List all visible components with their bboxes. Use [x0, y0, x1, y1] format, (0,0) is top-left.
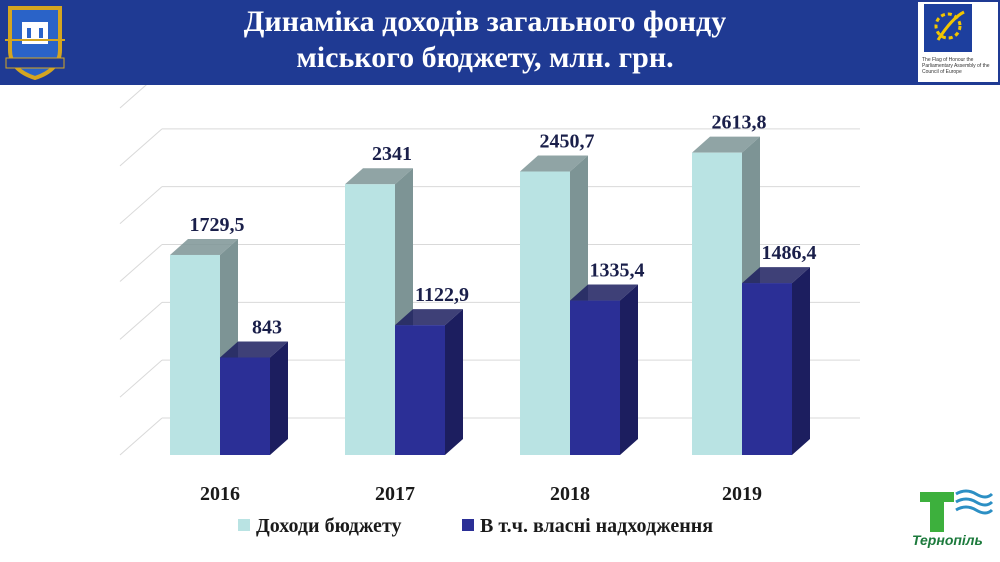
bar-top — [570, 284, 638, 301]
header-bar: Динаміка доходів загального фонду місько… — [0, 0, 1000, 85]
gridline-depth — [119, 244, 163, 282]
bar-top — [170, 238, 238, 255]
bar-top — [220, 341, 288, 358]
council-of-europe-caption: The Flag of Honour the Parliamentary Ass… — [922, 57, 990, 75]
bar-side — [792, 267, 810, 455]
x-tick-label: 2016 — [200, 483, 240, 505]
budget-chart: 1729,5 843 2016 2341 1122,9 2017 2450,7 1335,4 2… — [119, 85, 860, 505]
data-label: 2450,7 — [540, 131, 595, 153]
bar-side — [620, 284, 638, 455]
data-label: 1335,4 — [590, 260, 645, 282]
legend-item-total: Доходи бюджету — [238, 515, 402, 538]
page-title-line-1: Динаміка доходів загального фонду — [243, 5, 727, 38]
data-label: 2613,8 — [712, 112, 767, 134]
bar-own — [742, 283, 792, 455]
legend-item-own: В т.ч. власні надходження — [462, 515, 713, 538]
council-of-europe-badge: The Flag of Honour the Parliamentary Ass… — [918, 2, 998, 82]
bar-total — [345, 184, 395, 455]
bar-own — [395, 325, 445, 455]
gridline-depth — [119, 85, 147, 109]
data-label: 843 — [252, 316, 282, 338]
bar-top — [742, 267, 810, 284]
data-label: 2341 — [372, 143, 412, 165]
bar-total — [170, 254, 220, 455]
bar-own — [220, 357, 270, 455]
legend-swatch-total — [238, 519, 250, 531]
gridline-depth — [119, 359, 163, 398]
x-tick-label: 2018 — [550, 483, 590, 505]
ternopil-logo-label: Тернопіль — [912, 532, 983, 548]
page-title-line-2: міського бюджету, млн. грн. — [296, 41, 674, 74]
council-of-europe-flag-icon — [924, 4, 972, 52]
legend-swatch-own — [462, 519, 474, 531]
bar-top — [692, 136, 760, 153]
x-tick-label: 2019 — [722, 483, 762, 505]
data-label: 1486,4 — [762, 242, 817, 264]
bar-total — [520, 171, 570, 455]
gridline-depth — [119, 301, 163, 340]
ternopil-city-logo-icon — [920, 489, 994, 532]
bar-own — [570, 300, 620, 455]
bar-top — [520, 155, 588, 172]
coat-of-arms-icon — [5, 6, 65, 80]
gridline-depth — [119, 128, 163, 167]
gridline-depth — [119, 417, 163, 456]
data-label: 1729,5 — [190, 214, 245, 236]
bar-total — [692, 152, 742, 455]
legend-label-own: В т.ч. власні надходження — [480, 515, 714, 537]
bar-top — [395, 309, 463, 326]
legend-label-total: Доходи бюджету — [256, 515, 402, 537]
bar-side — [270, 341, 288, 455]
data-label: 1122,9 — [415, 284, 469, 306]
x-tick-label: 2017 — [375, 483, 415, 505]
bar-top — [345, 168, 413, 185]
bar-side — [445, 309, 463, 455]
gridline-depth — [119, 186, 163, 225]
